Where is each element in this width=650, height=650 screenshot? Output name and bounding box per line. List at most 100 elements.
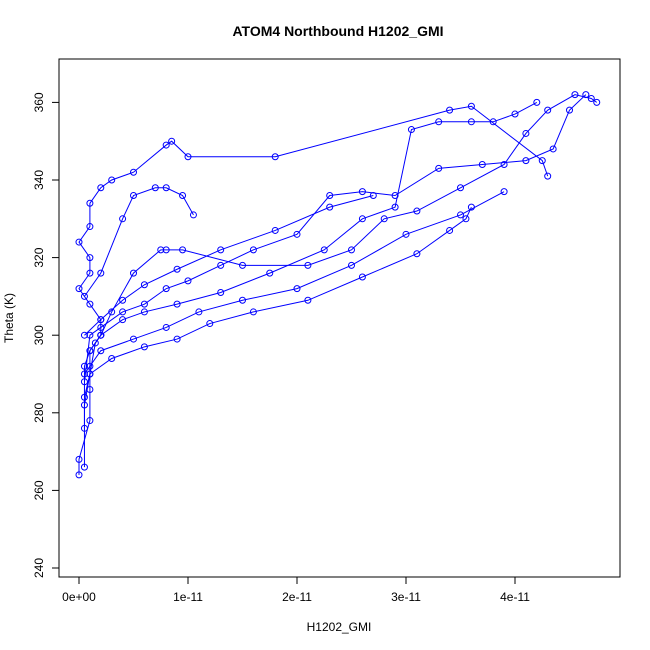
data-point: [80, 463, 88, 471]
data-point: [500, 160, 508, 168]
data-point: [119, 296, 127, 304]
data-point: [582, 91, 590, 99]
y-tick-label: 320: [32, 247, 46, 267]
data-point: [91, 339, 99, 347]
data-point: [140, 343, 148, 351]
data-point: [587, 95, 595, 103]
data-point: [162, 246, 170, 254]
data-point: [179, 192, 187, 200]
data-point: [380, 215, 388, 223]
series-line: [84, 195, 374, 336]
series-line: [84, 191, 505, 375]
data-point: [391, 203, 399, 211]
data-point: [266, 269, 274, 277]
data-point: [467, 118, 475, 126]
data-point: [162, 323, 170, 331]
data-point: [130, 335, 137, 343]
data-point: [195, 308, 203, 316]
data-point: [217, 261, 225, 269]
series-line: [83, 206, 472, 398]
data-point: [97, 347, 105, 355]
data-point: [358, 273, 366, 281]
data-point: [348, 261, 355, 269]
data-point: [402, 230, 410, 238]
data-point: [544, 106, 552, 114]
data-point: [593, 98, 601, 106]
data-point: [249, 308, 257, 316]
data-point: [522, 157, 530, 165]
data-point: [97, 331, 105, 339]
data-point: [457, 211, 464, 219]
data-point: [489, 118, 497, 126]
data-point: [75, 471, 83, 479]
data-point: [140, 308, 148, 316]
data-point: [80, 370, 88, 378]
data-point: [413, 207, 421, 215]
data-point: [457, 184, 464, 192]
data-point: [293, 230, 301, 238]
y-axis-label: Theta (K): [2, 293, 16, 343]
data-point: [549, 145, 557, 153]
data-point: [80, 378, 88, 386]
data-point: [446, 106, 454, 114]
data-point: [369, 192, 377, 200]
y-tick-label: 260: [32, 480, 46, 500]
data-point: [358, 188, 366, 196]
data-point: [184, 277, 192, 285]
data-point: [249, 246, 257, 254]
data-point: [173, 265, 181, 273]
y-tick-label: 280: [32, 402, 46, 422]
data-point: [86, 254, 94, 262]
data-point: [86, 370, 94, 378]
data-point: [86, 417, 94, 425]
data-point: [97, 269, 105, 277]
data-point: [108, 354, 116, 362]
data-point: [151, 184, 159, 192]
data-point: [348, 246, 355, 254]
data-point: [108, 308, 116, 316]
data-point: [80, 292, 88, 300]
data-point: [157, 246, 165, 254]
data-point: [206, 320, 214, 328]
data-point: [544, 172, 552, 180]
data-point: [86, 331, 94, 339]
data-point: [162, 141, 170, 149]
data-point: [271, 153, 279, 161]
x-tick-label: 3e-11: [391, 590, 421, 604]
y-tick-label: 340: [32, 170, 46, 190]
data-point: [80, 393, 88, 401]
data-point: [162, 184, 170, 192]
x-axis: 0e+00 1e-11 2e-11 3e-11 4e-11: [62, 576, 530, 604]
data-point: [478, 160, 486, 168]
data-point: [413, 250, 421, 258]
data-point: [467, 102, 475, 110]
data-point: [86, 223, 94, 231]
data-point: [538, 157, 546, 165]
x-tick-label: 0e+00: [62, 590, 96, 604]
plot-frame: [58, 58, 621, 578]
series-line: [78, 105, 549, 475]
data-point: [522, 129, 530, 137]
data-point: [86, 269, 94, 277]
data-point: [184, 153, 192, 161]
data-point: [119, 308, 127, 316]
data-point: [571, 91, 579, 99]
data-point: [293, 285, 301, 293]
data-point: [391, 192, 399, 200]
data-point: [217, 246, 225, 254]
series-line: [84, 187, 194, 297]
data-point: [173, 335, 181, 343]
data-point: [358, 215, 366, 223]
data-point: [119, 316, 127, 324]
series-line: [83, 94, 587, 382]
data-point: [435, 118, 443, 126]
y-axis: 240 260 280 300 320 340 360: [32, 92, 60, 578]
data-point: [140, 281, 148, 289]
data-point: [446, 226, 454, 234]
data-point: [500, 188, 508, 196]
data-point: [326, 192, 334, 200]
data-point: [97, 184, 105, 192]
data-point: [119, 215, 127, 223]
data-point: [80, 362, 88, 370]
